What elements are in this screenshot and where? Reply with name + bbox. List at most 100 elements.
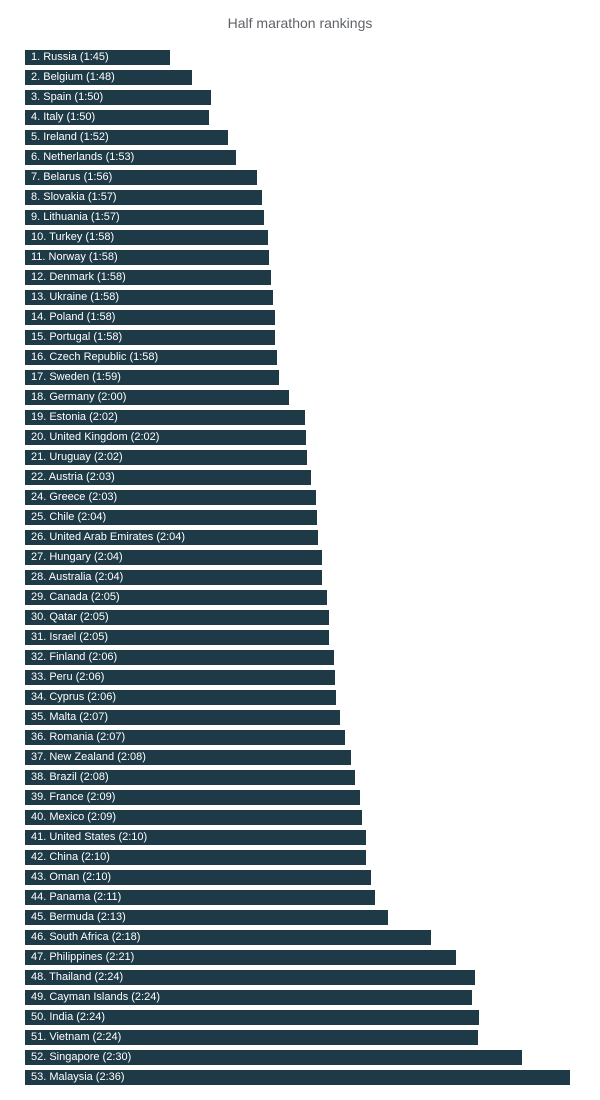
bar-row: 50. India (2:24)	[25, 1007, 600, 1027]
bar-row: 43. Oman (2:10)	[25, 867, 600, 887]
bar-row: 44. Panama (2:11)	[25, 887, 600, 907]
bar-label: 21. Uruguay (2:02)	[31, 450, 123, 463]
country-bar: 6. Netherlands (1:53)	[25, 149, 236, 165]
bar-label: 24. Greece (2:03)	[31, 490, 118, 503]
bar-label: 12. Denmark (1:58)	[31, 270, 126, 283]
bar-row: 6. Netherlands (1:53)	[25, 147, 600, 167]
bar-row: 13. Ukraine (1:58)	[25, 287, 600, 307]
bar-label: 7. Belarus (1:56)	[31, 170, 113, 183]
country-bar: 31. Israel (2:05)	[25, 629, 329, 645]
country-bar: 42. China (2:10)	[25, 849, 366, 865]
bar-row: 45. Bermuda (2:13)	[25, 907, 600, 927]
bar-row: 7. Belarus (1:56)	[25, 167, 600, 187]
country-bar: 19. Estonia (2:02)	[25, 409, 305, 425]
country-bar: 14. Poland (1:58)	[25, 309, 275, 325]
bar-row: 42. China (2:10)	[25, 847, 600, 867]
bar-label: 18. Germany (2:00)	[31, 390, 127, 403]
bar-label: 20. United Kingdom (2:02)	[31, 430, 160, 443]
country-bar: 38. Brazil (2:08)	[25, 769, 355, 785]
bar-row: 17. Sweden (1:59)	[25, 367, 600, 387]
bar-label: 25. Chile (2:04)	[31, 510, 107, 523]
bar-row: 14. Poland (1:58)	[25, 307, 600, 327]
country-bar: 37. New Zealand (2:08)	[25, 749, 351, 765]
bar-row: 15. Portugal (1:58)	[25, 327, 600, 347]
bar-label: 15. Portugal (1:58)	[31, 330, 123, 343]
country-bar: 13. Ukraine (1:58)	[25, 289, 273, 305]
bar-label: 6. Netherlands (1:53)	[31, 150, 135, 163]
country-bar: 20. United Kingdom (2:02)	[25, 429, 306, 445]
bar-label: 14. Poland (1:58)	[31, 310, 116, 323]
bar-label: 19. Estonia (2:02)	[31, 410, 118, 423]
bar-label: 32. Finland (2:06)	[31, 650, 118, 663]
bar-label: 45. Bermuda (2:13)	[31, 910, 126, 923]
country-bar: 5. Ireland (1:52)	[25, 129, 228, 145]
bar-row: 31. Israel (2:05)	[25, 627, 600, 647]
country-bar: 25. Chile (2:04)	[25, 509, 317, 525]
bar-row: 26. United Arab Emirates (2:04)	[25, 527, 600, 547]
country-bar: 35. Malta (2:07)	[25, 709, 340, 725]
bar-label: 37. New Zealand (2:08)	[31, 750, 146, 763]
country-bar: 49. Cayman Islands (2:24)	[25, 989, 472, 1005]
bar-row: 20. United Kingdom (2:02)	[25, 427, 600, 447]
country-bar: 43. Oman (2:10)	[25, 869, 371, 885]
bar-row: 51. Vietnam (2:24)	[25, 1027, 600, 1047]
bar-label: 40. Mexico (2:09)	[31, 810, 116, 823]
bar-row: 5. Ireland (1:52)	[25, 127, 600, 147]
country-bar: 16. Czech Republic (1:58)	[25, 349, 277, 365]
country-bar: 17. Sweden (1:59)	[25, 369, 279, 385]
bar-row: 38. Brazil (2:08)	[25, 767, 600, 787]
country-bar: 52. Singapore (2:30)	[25, 1049, 522, 1065]
country-bar: 10. Turkey (1:58)	[25, 229, 268, 245]
bar-row: 12. Denmark (1:58)	[25, 267, 600, 287]
bar-label: 49. Cayman Islands (2:24)	[31, 990, 161, 1003]
bar-row: 9. Lithuania (1:57)	[25, 207, 600, 227]
bar-label: 27. Hungary (2:04)	[31, 550, 123, 563]
country-bar: 40. Mexico (2:09)	[25, 809, 362, 825]
bar-row: 35. Malta (2:07)	[25, 707, 600, 727]
bar-label: 38. Brazil (2:08)	[31, 770, 109, 783]
bar-row: 24. Greece (2:03)	[25, 487, 600, 507]
bar-label: 8. Slovakia (1:57)	[31, 190, 117, 203]
bar-label: 35. Malta (2:07)	[31, 710, 109, 723]
country-bar: 33. Peru (2:06)	[25, 669, 335, 685]
country-bar: 26. United Arab Emirates (2:04)	[25, 529, 318, 545]
bar-label: 22. Austria (2:03)	[31, 470, 115, 483]
bar-row: 36. Romania (2:07)	[25, 727, 600, 747]
country-bar: 39. France (2:09)	[25, 789, 360, 805]
bar-label: 50. India (2:24)	[31, 1010, 105, 1023]
country-bar: 48. Thailand (2:24)	[25, 969, 475, 985]
country-bar: 50. India (2:24)	[25, 1009, 479, 1025]
bar-row: 22. Austria (2:03)	[25, 467, 600, 487]
bar-row: 41. United States (2:10)	[25, 827, 600, 847]
bar-row: 34. Cyprus (2:06)	[25, 687, 600, 707]
bar-row: 37. New Zealand (2:08)	[25, 747, 600, 767]
bar-label: 36. Romania (2:07)	[31, 730, 126, 743]
country-bar: 15. Portugal (1:58)	[25, 329, 275, 345]
bar-label: 34. Cyprus (2:06)	[31, 690, 116, 703]
country-bar: 28. Australia (2:04)	[25, 569, 322, 585]
bar-label: 26. United Arab Emirates (2:04)	[31, 530, 186, 543]
bar-row: 30. Qatar (2:05)	[25, 607, 600, 627]
bar-label: 48. Thailand (2:24)	[31, 970, 124, 983]
bar-row: 48. Thailand (2:24)	[25, 967, 600, 987]
bar-row: 27. Hungary (2:04)	[25, 547, 600, 567]
bar-label: 41. United States (2:10)	[31, 830, 148, 843]
country-bar: 36. Romania (2:07)	[25, 729, 345, 745]
bar-label: 31. Israel (2:05)	[31, 630, 109, 643]
bar-row: 40. Mexico (2:09)	[25, 807, 600, 827]
bar-row: 32. Finland (2:06)	[25, 647, 600, 667]
country-bar: 22. Austria (2:03)	[25, 469, 311, 485]
country-bar: 46. South Africa (2:18)	[25, 929, 431, 945]
bar-label: 33. Peru (2:06)	[31, 670, 105, 683]
country-bar: 18. Germany (2:00)	[25, 389, 289, 405]
bar-row: 33. Peru (2:06)	[25, 667, 600, 687]
bar-row: 52. Singapore (2:30)	[25, 1047, 600, 1067]
bar-label: 29. Canada (2:05)	[31, 590, 120, 603]
country-bar: 7. Belarus (1:56)	[25, 169, 257, 185]
bar-label: 5. Ireland (1:52)	[31, 130, 109, 143]
country-bar: 21. Uruguay (2:02)	[25, 449, 307, 465]
chart-title: Half marathon rankings	[227, 15, 373, 31]
bar-row: 2. Belgium (1:48)	[25, 67, 600, 87]
country-bar: 51. Vietnam (2:24)	[25, 1029, 478, 1045]
